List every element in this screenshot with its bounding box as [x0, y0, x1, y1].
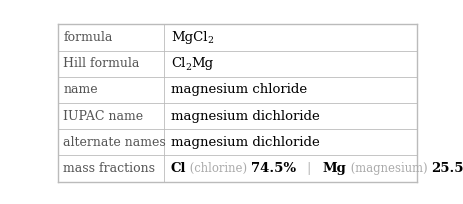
Text: (magnesium): (magnesium) — [346, 162, 431, 175]
Text: MgCl: MgCl — [171, 31, 207, 44]
Text: magnesium chloride: magnesium chloride — [171, 83, 307, 96]
Text: 2: 2 — [207, 37, 213, 45]
Text: mass fractions: mass fractions — [63, 162, 155, 175]
Text: alternate names: alternate names — [63, 136, 166, 149]
Text: name: name — [63, 83, 98, 96]
Text: (chlorine): (chlorine) — [187, 162, 251, 175]
Text: 25.5%: 25.5% — [431, 162, 463, 175]
Text: 74.5%: 74.5% — [251, 162, 296, 175]
Text: formula: formula — [63, 31, 113, 44]
Text: Mg: Mg — [191, 57, 213, 70]
Text: Mg: Mg — [323, 162, 346, 175]
Text: IUPAC name: IUPAC name — [63, 110, 144, 123]
Text: Cl: Cl — [171, 162, 187, 175]
Text: magnesium dichloride: magnesium dichloride — [171, 136, 319, 149]
Text: 2: 2 — [185, 63, 191, 72]
Text: magnesium dichloride: magnesium dichloride — [171, 110, 319, 123]
Text: Hill formula: Hill formula — [63, 57, 140, 70]
Text: |: | — [296, 162, 323, 175]
Text: Cl: Cl — [171, 57, 185, 70]
